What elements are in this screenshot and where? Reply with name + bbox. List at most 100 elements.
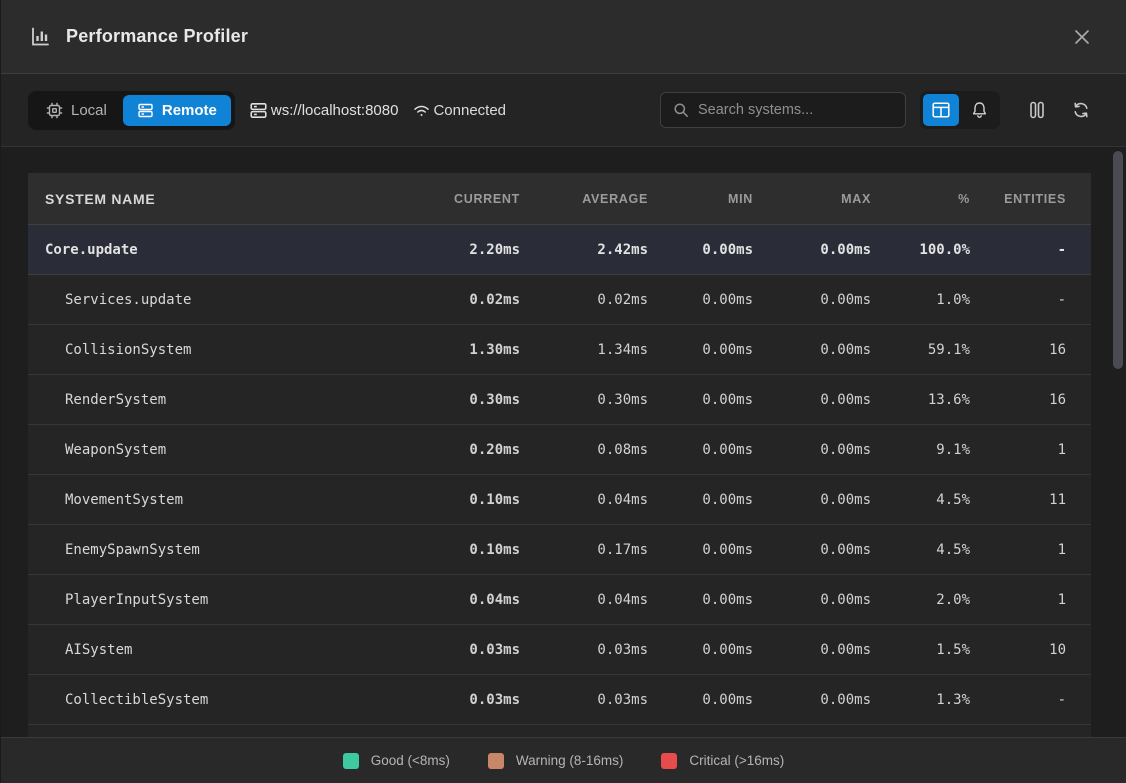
min-cell: 0.00ms xyxy=(665,542,777,558)
pause-button[interactable] xyxy=(1022,95,1052,125)
table-viewport: System Name Current Average Min Max % En… xyxy=(1,146,1126,737)
max-cell: 0.00ms xyxy=(777,692,895,708)
refresh-icon xyxy=(1072,101,1090,119)
system-name-cell: RenderSystem xyxy=(28,392,426,408)
legend-label: Good (<8ms) xyxy=(371,753,450,768)
legend: Good (<8ms) Warning (8-16ms) Critical (>… xyxy=(1,737,1126,783)
connection-status-label: Connected xyxy=(433,102,506,119)
remote-button[interactable]: Remote xyxy=(123,95,231,126)
close-button[interactable] xyxy=(1068,23,1096,51)
legend-color-swatch xyxy=(661,753,677,769)
entities-cell: 1 xyxy=(995,542,1091,558)
server-icon xyxy=(249,101,268,120)
percent-cell: 100.0% xyxy=(895,242,995,258)
max-cell: 0.00ms xyxy=(777,542,895,558)
column-header-min[interactable]: Min xyxy=(665,192,777,206)
server-icon xyxy=(137,102,154,119)
percent-cell: 59.1% xyxy=(895,342,995,358)
current-cell: 0.10ms xyxy=(426,492,544,508)
table-row[interactable]: MovementSystem 0.10ms 0.04ms 0.00ms 0.00… xyxy=(28,475,1091,525)
system-name-cell: MovementSystem xyxy=(28,492,426,508)
column-header-average[interactable]: Average xyxy=(544,192,665,206)
system-name-cell: AISystem xyxy=(28,642,426,658)
table-row[interactable]: PlayerInputSystem 0.04ms 0.04ms 0.00ms 0… xyxy=(28,575,1091,625)
search-input[interactable] xyxy=(698,102,893,118)
bell-icon xyxy=(971,101,988,119)
entities-cell: - xyxy=(995,292,1091,308)
current-cell: 0.03ms xyxy=(426,642,544,658)
entities-cell: - xyxy=(995,692,1091,708)
table-row[interactable]: CollisionSystem 1.30ms 1.34ms 0.00ms 0.0… xyxy=(28,325,1091,375)
table-row[interactable]: CollectibleSystem 0.03ms 0.03ms 0.00ms 0… xyxy=(28,675,1091,725)
endpoint-url: ws://localhost:8080 xyxy=(271,102,399,119)
endpoint: ws://localhost:8080 xyxy=(249,101,399,120)
average-cell: 0.03ms xyxy=(544,692,665,708)
table-row[interactable]: EnemySpawnSystem 0.10ms 0.17ms 0.00ms 0.… xyxy=(28,525,1091,575)
system-name-cell: EnemySpawnSystem xyxy=(28,542,426,558)
table-header-row: System Name Current Average Min Max % En… xyxy=(28,173,1091,225)
column-header-system-name[interactable]: System Name xyxy=(28,191,426,207)
cpu-icon xyxy=(46,102,63,119)
table-row[interactable]: WeaponSystem 0.20ms 0.08ms 0.00ms 0.00ms… xyxy=(28,425,1091,475)
legend-label: Warning (8-16ms) xyxy=(516,753,624,768)
current-cell: 0.30ms xyxy=(426,392,544,408)
average-cell: 0.08ms xyxy=(544,442,665,458)
average-cell: 0.02ms xyxy=(544,292,665,308)
toolbar: Local Remote xyxy=(1,74,1126,146)
average-cell: 2.42ms xyxy=(544,242,665,258)
view-toggle-group xyxy=(920,91,1000,129)
vertical-scrollbar-thumb[interactable] xyxy=(1113,151,1123,369)
system-name-cell: CollectibleSystem xyxy=(28,692,426,708)
systems-table-rows: Core.update 2.20ms 2.42ms 0.00ms 0.00ms … xyxy=(28,225,1091,725)
pause-icon xyxy=(1029,101,1045,119)
titlebar: Performance Profiler xyxy=(1,0,1126,74)
system-name-cell: Services.update xyxy=(28,292,426,308)
percent-cell: 1.3% xyxy=(895,692,995,708)
alerts-button[interactable] xyxy=(961,94,997,126)
current-cell: 0.04ms xyxy=(426,592,544,608)
column-header-current[interactable]: Current xyxy=(426,192,544,206)
table-row[interactable]: Services.update 0.02ms 0.02ms 0.00ms 0.0… xyxy=(28,275,1091,325)
max-cell: 0.00ms xyxy=(777,492,895,508)
current-cell: 0.10ms xyxy=(426,542,544,558)
search-icon xyxy=(673,102,689,118)
table-row[interactable]: AISystem 0.03ms 0.03ms 0.00ms 0.00ms 1.5… xyxy=(28,625,1091,675)
system-name-cell: CollisionSystem xyxy=(28,342,426,358)
max-cell: 0.00ms xyxy=(777,442,895,458)
average-cell: 1.34ms xyxy=(544,342,665,358)
entities-cell: 1 xyxy=(995,442,1091,458)
average-cell: 0.04ms xyxy=(544,592,665,608)
average-cell: 0.04ms xyxy=(544,492,665,508)
percent-cell: 1.5% xyxy=(895,642,995,658)
system-name-cell: WeaponSystem xyxy=(28,442,426,458)
current-cell: 0.03ms xyxy=(426,692,544,708)
min-cell: 0.00ms xyxy=(665,342,777,358)
column-header-percent[interactable]: % xyxy=(895,192,995,206)
legend-label: Critical (>16ms) xyxy=(689,753,784,768)
table-view-button[interactable] xyxy=(923,94,959,126)
refresh-button[interactable] xyxy=(1066,95,1096,125)
column-header-max[interactable]: Max xyxy=(777,192,895,206)
table-row[interactable]: Core.update 2.20ms 2.42ms 0.00ms 0.00ms … xyxy=(28,225,1091,275)
min-cell: 0.00ms xyxy=(665,642,777,658)
local-button[interactable]: Local xyxy=(32,95,121,126)
legend-item: Good (<8ms) xyxy=(343,753,450,769)
current-cell: 0.20ms xyxy=(426,442,544,458)
percent-cell: 2.0% xyxy=(895,592,995,608)
average-cell: 0.03ms xyxy=(544,642,665,658)
max-cell: 0.00ms xyxy=(777,642,895,658)
table-row[interactable]: RenderSystem 0.30ms 0.30ms 0.00ms 0.00ms… xyxy=(28,375,1091,425)
entities-cell: 1 xyxy=(995,592,1091,608)
column-header-entities[interactable]: Entities xyxy=(995,192,1091,206)
system-name-cell: PlayerInputSystem xyxy=(28,592,426,608)
legend-item: Critical (>16ms) xyxy=(661,753,784,769)
current-cell: 2.20ms xyxy=(426,242,544,258)
min-cell: 0.00ms xyxy=(665,592,777,608)
average-cell: 0.17ms xyxy=(544,542,665,558)
min-cell: 0.00ms xyxy=(665,492,777,508)
entities-cell: 11 xyxy=(995,492,1091,508)
clipped-next-row xyxy=(28,725,1091,737)
search-box xyxy=(660,92,906,128)
systems-table: System Name Current Average Min Max % En… xyxy=(28,173,1091,737)
entities-cell: - xyxy=(995,242,1091,258)
